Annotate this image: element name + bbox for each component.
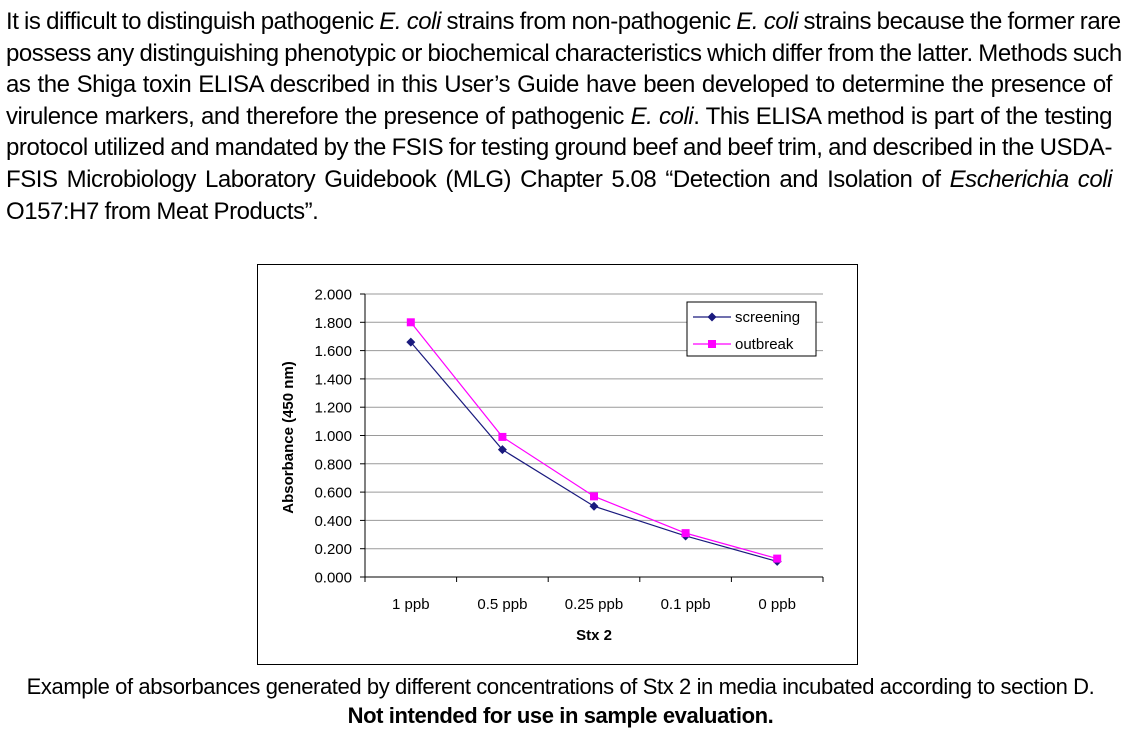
x-tick-label: 1 ppb: [392, 596, 430, 613]
italic-term: E. coli: [736, 8, 798, 35]
y-tick-label: 0.600: [314, 485, 352, 502]
chart-canvas: 0.000 0.200 0.400 0.600 0.800 1.000 1.200 1.400…: [280, 287, 824, 644]
y-tick-label: 1.200: [314, 400, 352, 417]
x-tick-label: 0.25 ppb: [565, 596, 623, 613]
italic-term: E. coli: [630, 102, 694, 130]
paragraph-line: possess any distinguishing phenotypic or…: [6, 38, 1121, 70]
paragraph-line: FSIS Microbiology Laboratory Guidebook (…: [6, 164, 1112, 196]
data-point-screening: [497, 445, 507, 455]
italic-term: E. coli: [379, 8, 441, 35]
y-axis-title: Absorbance (450 nm): [280, 361, 297, 514]
data-point-outbreak: [498, 432, 507, 441]
y-tick-label: 0.400: [314, 513, 352, 530]
y-tick-label: 0.800: [314, 456, 352, 473]
absorbance-chart: 0.000 0.200 0.400 0.600 0.800 1.000 1.200 1.400…: [257, 264, 858, 665]
text-run: FSIS Microbiology Laboratory Guidebook (…: [6, 165, 950, 193]
data-point-outbreak: [406, 318, 415, 327]
paragraph-line: as the Shiga toxin ELISA described in th…: [6, 69, 1112, 101]
text-run: strains from non-pathogenic: [440, 8, 737, 35]
paragraph-line: It is difficult to distinguish pathogeni…: [6, 6, 1121, 38]
y-tick-label: 0.200: [314, 541, 352, 558]
series-line-outbreak: [410, 321, 778, 560]
paragraph-line: O157:H7 from Meat Products”.: [6, 196, 1112, 228]
text-run: . This ELISA method is part of the testi…: [693, 102, 1113, 130]
intro-paragraph: It is difficult to distinguish pathogeni…: [6, 6, 1121, 228]
legend-marker: [708, 340, 716, 348]
text-run: as the Shiga toxin ELISA described in th…: [6, 71, 1112, 99]
data-point-screening: [406, 337, 416, 347]
paragraph-line: virulence markers, and therefore the pre…: [6, 101, 1112, 133]
y-tick-label: 1.600: [314, 343, 352, 360]
text-run: O157:H7 from Meat Products”.: [6, 197, 319, 225]
y-tick-label: 1.400: [314, 371, 352, 388]
text-run: possess any distinguishing phenotypic or…: [6, 39, 1121, 67]
text-run: strains because the former rarely: [797, 8, 1121, 35]
legend-marker: [707, 312, 717, 322]
text-run: protocol utilized and mandated by the FS…: [6, 134, 1112, 162]
legend-label: outbreak: [735, 336, 794, 353]
data-point-outbreak: [681, 529, 690, 538]
italic-term: Escherichia coli: [949, 165, 1113, 193]
text-run: It is difficult to distinguish pathogeni…: [6, 8, 380, 35]
y-tick-label: 2.000: [314, 287, 352, 304]
y-tick-label: 0.000: [314, 570, 352, 587]
paragraph-line: protocol utilized and mandated by the FS…: [6, 132, 1112, 164]
figure-caption: Example of absorbances generated by diff…: [26, 674, 1095, 699]
text-run: virulence markers, and therefore the pre…: [6, 102, 631, 130]
x-tick-label: 0 ppb: [758, 596, 796, 613]
y-tick-label: 1.000: [314, 428, 352, 445]
figure-disclaimer: Not intended for use in sample evaluatio…: [347, 703, 774, 728]
x-axis-title: Stx 2: [576, 627, 612, 644]
y-tick-label: 1.800: [314, 315, 352, 332]
legend-label: screening: [735, 309, 800, 326]
series-line-screening: [410, 341, 778, 563]
x-tick-label: 0.5 ppb: [477, 596, 527, 613]
data-point-outbreak: [773, 554, 782, 563]
data-point-outbreak: [590, 492, 598, 501]
x-tick-label: 0.1 ppb: [661, 596, 711, 613]
data-point-screening: [589, 501, 599, 511]
